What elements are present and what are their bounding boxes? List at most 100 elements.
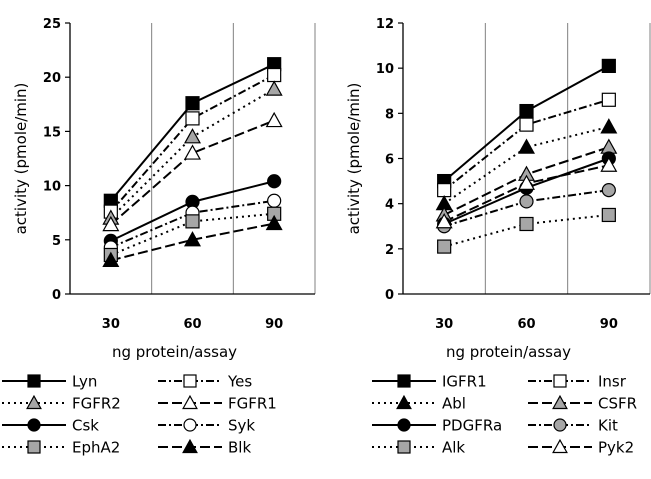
legend-label: Alk [442,439,465,457]
legend-marker [552,438,568,454]
legend-marker [183,374,197,388]
data-point-Pyk2 [600,156,618,172]
legend-marker [397,418,411,432]
data-point-FGFR1 [265,111,283,128]
y-tick-label: 10 [43,180,61,195]
data-point-Blk [102,251,120,267]
legend-item: Lyn [2,373,97,391]
series-line-Insr [443,98,610,191]
y-tick-label: 20 [43,71,61,86]
data-point-Blk [184,231,201,247]
y-tick-label: 2 [385,243,394,258]
legend-item: FGFR2 [2,395,121,413]
legend-marker [27,440,41,454]
y-tick-label: 0 [385,288,394,303]
y-axis-title: activity (pmole/min) [12,83,30,235]
legend-item: Blk [158,439,251,457]
legend-item: EphA2 [2,439,120,457]
legend-marker [553,374,567,388]
data-point-FGFR2 [265,80,283,96]
data-point-Insr [519,117,534,132]
y-tick-label: 4 [385,198,394,213]
data-point-CSFR [600,138,618,154]
data-point-Blk [265,214,283,231]
data-point-Syk [267,193,282,208]
x-tick-label: 30 [102,317,120,332]
legend-marker [182,438,198,454]
legend-marker [27,418,41,432]
legend-marker [183,418,197,432]
x-tick-label: 60 [517,317,535,332]
x-tick-label: 60 [183,317,201,332]
y-axis-title: activity (pmole/min) [345,83,363,235]
legend-item: Yes [158,373,252,391]
data-point-Abl [518,138,535,154]
legend-item: Csk [2,417,99,435]
y-tick-label: 25 [43,17,61,32]
legend-marker [553,418,567,432]
legend-label: Lyn [72,373,97,391]
series-line-Abl [443,125,610,205]
data-point-FGFR1 [184,144,201,160]
legend-item: Insr [528,373,627,391]
data-point-IGFR1 [519,103,534,119]
legend-item: Pyk2 [528,439,634,457]
data-point-Alk [519,216,534,232]
legend-label: Yes [227,373,252,391]
legend-item: FGFR1 [158,395,277,413]
legend-marker [397,374,411,388]
legend-label: Abl [442,395,466,413]
legend-item: Alk [372,439,465,457]
legend-item: Abl [372,395,466,413]
data-point-Kit [519,194,534,209]
legend-label: FGFR1 [228,395,277,413]
legend-marker [182,394,198,410]
legend-item: PDGFRa [372,417,502,435]
legend-item: Kit [528,417,618,435]
series-line-FGFR1 [110,119,275,226]
y-tick-label: 6 [385,153,394,168]
legend-label: EphA2 [72,439,120,457]
y-tick-label: 0 [52,288,61,303]
x-axis-title: ng protein/assay [446,343,571,361]
legend-label: Syk [228,417,255,435]
y-tick-label: 8 [385,107,394,122]
legend-item: CSFR [528,395,637,413]
legend-item: IGFR1 [372,373,487,391]
legend-2: IGFR1 Insr Abl CSFR PDGFRa Kit Alk Pyk2 [372,373,637,457]
data-point-Abl [600,118,618,134]
legend-label: Pyk2 [598,439,634,457]
x-tick-label: 90 [600,317,618,332]
data-point-Csk [267,174,282,189]
data-point-Yes [267,67,282,83]
legend-1: Lyn Yes FGFR2 FGFR1 Csk Syk EphA2 Blk [2,373,277,457]
data-point-Lyn [185,96,200,111]
data-point-Yes [185,111,200,126]
legend-label: Kit [598,417,618,435]
chart-panel-2: 0 2 4 6 8 10 12 30 60 90 ng protein/assay activity … [345,17,651,457]
data-point-Pyk2 [518,174,535,190]
y-tick-label: 10 [376,62,394,77]
data-point-FGFR2 [184,128,201,144]
data-point-Insr [601,92,616,107]
data-point-IGFR1 [601,58,616,74]
x-tick-label: 90 [265,317,283,332]
y-tick-label: 5 [52,234,61,249]
data-point-Kit [601,183,616,198]
legend-label: Csk [72,417,99,435]
x-axis-title: ng protein/assay [112,343,237,361]
legend-label: CSFR [598,395,637,413]
data-point-Pyk2 [435,213,453,229]
legend-label: Insr [598,373,627,391]
legend-label: PDGFRa [442,417,502,435]
data-point-EphA2 [185,214,200,229]
legend-marker [396,394,412,410]
data-point-Alk [601,207,616,223]
legend-item: Syk [158,417,255,435]
chart-panel-1: 0 5 10 15 20 25 30 60 90 ng protein/assay activity… [2,17,316,457]
legend-marker [26,394,42,410]
legend-label: IGFR1 [442,373,487,391]
y-tick-label: 15 [43,125,61,140]
